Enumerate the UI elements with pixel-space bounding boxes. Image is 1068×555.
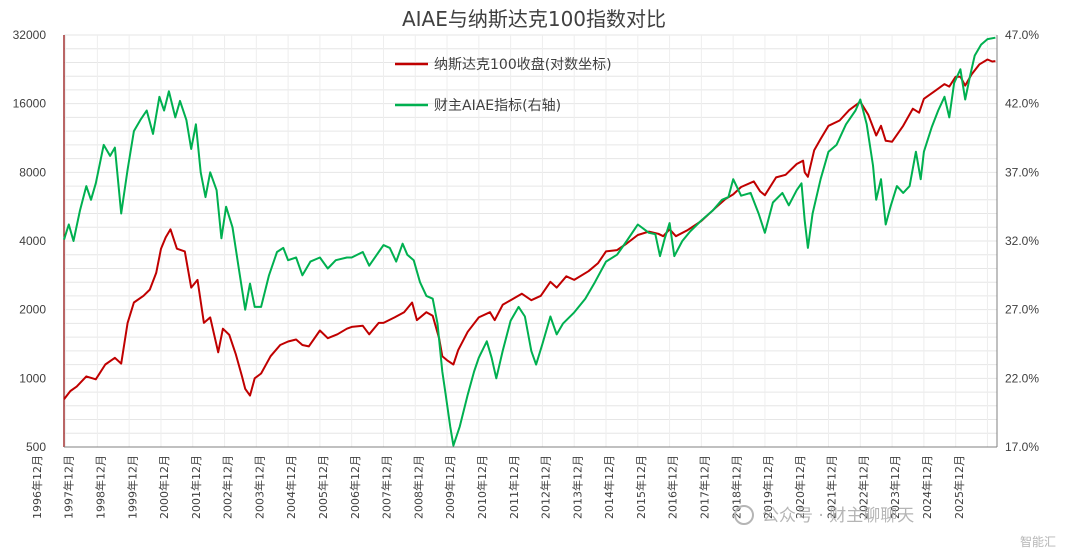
legend-label: 纳斯达克100收盘(对数坐标): [434, 56, 612, 73]
legend: 纳斯达克100收盘(对数坐标) 财主AIAE指标(右轴): [395, 56, 612, 114]
x-tick-label: 2006年12月: [348, 455, 362, 519]
right-tick-label: 32.0%: [1005, 234, 1039, 248]
x-tick-label: 1997年12月: [62, 455, 76, 519]
x-tick-label: 2020年12月: [793, 455, 807, 519]
x-tick-label: 2008年12月: [411, 455, 425, 519]
x-tick-label: 2018年12月: [729, 455, 743, 519]
chart-title: AIAE与纳斯达克100指数对比: [402, 7, 666, 31]
left-tick-label: 1000: [19, 371, 46, 385]
x-tick-label: 2010年12月: [475, 455, 489, 519]
x-tick-label: 2022年12月: [856, 455, 870, 519]
right-tick-label: 17.0%: [1005, 440, 1039, 454]
x-tick-label: 2015年12月: [634, 455, 648, 519]
aiae-line: [63, 36, 996, 447]
x-axis-ticks: 1996年12月 1997年12月 1998年12月 1999年12月 2000年12月…: [30, 455, 966, 519]
watermark: 公众号 · 财主聊聊天 智能汇: [734, 505, 1056, 549]
gridlines: [64, 34, 997, 448]
x-tick-label: 2019年12月: [761, 455, 775, 519]
x-tick-label: 1996年12月: [30, 455, 44, 519]
x-tick-label: 2021年12月: [825, 455, 839, 519]
x-tick-label: 2002年12月: [221, 455, 235, 519]
left-tick-label: 4000: [19, 234, 46, 248]
x-tick-label: 2003年12月: [252, 455, 266, 519]
series-layer: [63, 36, 996, 447]
x-tick-label: 2007年12月: [380, 455, 394, 519]
right-tick-label: 22.0%: [1005, 371, 1039, 385]
x-tick-label: 2016年12月: [666, 455, 680, 519]
x-tick-label: 1999年12月: [125, 455, 139, 519]
right-tick-label: 37.0%: [1005, 165, 1039, 179]
x-tick-label: 2000年12月: [157, 455, 171, 519]
right-tick-label: 27.0%: [1005, 303, 1039, 317]
x-tick-label: 2017年12月: [697, 455, 711, 519]
left-tick-label: 32000: [13, 28, 47, 42]
x-tick-label: 2011年12月: [507, 455, 521, 519]
left-tick-label: 8000: [19, 165, 46, 179]
x-tick-label: 2014年12月: [602, 455, 616, 519]
right-tick-label: 42.0%: [1005, 97, 1039, 111]
watermark-text: 公众号 · 财主聊聊天: [762, 506, 914, 526]
watermark-source: 智能汇: [1020, 534, 1056, 549]
x-tick-label: 2001年12月: [189, 455, 203, 519]
legend-label: 财主AIAE指标(右轴): [434, 98, 561, 114]
x-tick-label: 2012年12月: [539, 455, 553, 519]
x-tick-label: 2023年12月: [888, 455, 902, 519]
left-axis-ticks: 500 1000 2000 4000 8000 16000 32000: [13, 28, 47, 454]
x-tick-label: 2005年12月: [316, 455, 330, 519]
x-tick-label: 2024年12月: [920, 455, 934, 519]
right-tick-label: 47.0%: [1005, 28, 1039, 42]
x-tick-label: 2004年12月: [284, 455, 298, 519]
axes: [63, 35, 998, 448]
right-axis-ticks: 17.0% 22.0% 27.0% 32.0% 37.0% 42.0% 47.0%: [1005, 28, 1039, 454]
x-tick-label: 2025年12月: [952, 455, 966, 519]
left-tick-label: 16000: [13, 97, 47, 111]
x-tick-label: 2013年12月: [570, 455, 584, 519]
left-tick-label: 2000: [19, 303, 46, 317]
left-tick-label: 500: [26, 440, 46, 454]
x-tick-label: 2009年12月: [443, 455, 457, 519]
x-tick-label: 1998年12月: [93, 455, 107, 519]
wechat-icon: [734, 505, 754, 525]
